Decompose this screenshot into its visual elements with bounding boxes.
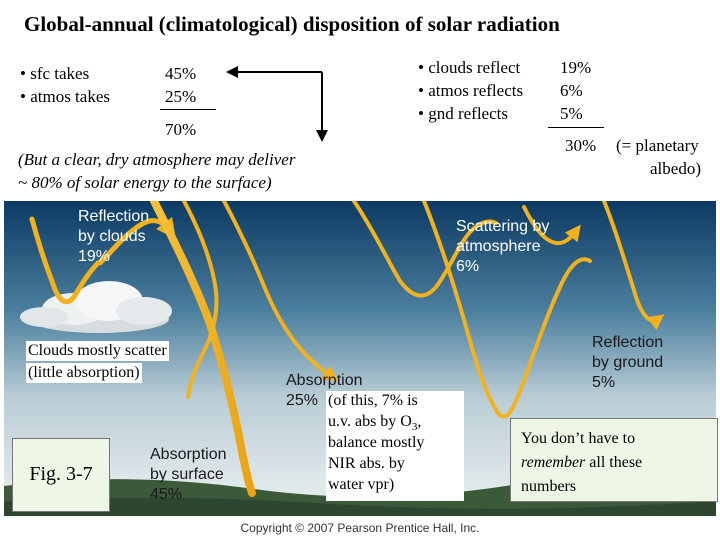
label-surface-absorption-line1: Absorption	[150, 446, 227, 463]
absorption-note-line4: NIR abs. by	[328, 455, 405, 472]
absorption-note-line5: water vpr)	[328, 476, 395, 493]
label-scatter-atmos-value: 6%	[456, 258, 480, 275]
label-scatter-atmos-line1: Scattering by	[456, 218, 550, 235]
label-surface-absorption-line2: by surface	[150, 466, 224, 483]
label-reflection-clouds-line2: by clouds	[78, 228, 146, 245]
reflected-total: 30%	[565, 136, 597, 155]
wave-surface-absorption-2	[182, 201, 219, 399]
absorption-note-line1: (of this, 7% is	[328, 392, 418, 409]
label-absorption-line1: Absorption	[286, 372, 363, 389]
planetary-albedo-note-line2: albedo)	[650, 159, 701, 178]
arrow-ground-reflection	[602, 201, 665, 331]
absorption-note-line3: balance mostly	[328, 434, 425, 451]
atmos-reflects-label: • atmos reflects	[418, 81, 524, 100]
sfc-takes-label: • sfc takes	[20, 64, 90, 83]
wave-ground-reflection	[422, 201, 592, 419]
label-reflection-ground-line1: Reflection	[592, 334, 664, 351]
label-surface-absorption-value: 45%	[150, 486, 183, 503]
sum-rule-right	[548, 127, 604, 128]
clouds-note-line2: (little absorption)	[26, 363, 142, 383]
absorbed-total: 70%	[165, 120, 197, 139]
label-reflection-ground-value: 5%	[592, 374, 616, 391]
atmos-takes-value: 25%	[165, 87, 197, 106]
absorption-note-box: (of this, 7% is u.v. abs by O3, balance …	[326, 391, 464, 501]
figure-label-box: Fig. 3-7	[12, 438, 110, 512]
connector-arrows	[226, 66, 328, 142]
absorption-note-line2-text: u.v. abs by O	[328, 413, 412, 430]
remember-note-line2-rest: all these	[585, 454, 643, 471]
clear-sky-note-line2: ~ 80% of solar energy to the surface)	[18, 173, 272, 192]
arrow-to-right-block	[316, 72, 328, 142]
gnd-reflects-label: • gnd reflects	[418, 104, 508, 123]
absorption-note-ozone-subscript: 3	[411, 421, 418, 434]
atmos-reflects-value: 6%	[560, 81, 583, 100]
arrow-scatter-atmos	[522, 205, 581, 246]
wave-cloud-down	[29, 216, 101, 305]
absorption-note-line2-comma: ,	[417, 413, 422, 430]
wave-surface-absorption	[150, 201, 256, 497]
remember-note-line3: numbers	[521, 478, 577, 495]
arrow-atmos-absorption	[222, 201, 339, 382]
remember-note-emphasis: remember	[521, 454, 586, 471]
figure-label: Fig. 3-7	[29, 463, 93, 485]
label-scatter-atmos-line2: atmosphere	[456, 238, 541, 255]
clear-sky-note-line1: (But a clear, dry atmosphere may deliver	[18, 150, 296, 169]
label-reflection-ground-line2: by ground	[592, 354, 664, 371]
label-absorption-value: 25%	[286, 392, 319, 409]
remember-note-line2: remember all these	[521, 453, 642, 473]
copyright-notice: Copyright © 2007 Pearson Prentice Hall, …	[240, 521, 480, 535]
remember-note-box: You don’t have to remember all these num…	[510, 418, 718, 502]
planetary-albedo-note-line1: (= planetary	[616, 136, 699, 155]
wave-scatter-atmos	[352, 201, 498, 298]
gnd-reflects-value: 5%	[560, 104, 583, 123]
clouds-reflect-label: • clouds reflect	[418, 58, 521, 77]
atmos-takes-label: • atmos takes	[20, 87, 110, 106]
clouds-reflect-value: 19%	[560, 58, 592, 77]
remember-note-line1: You don’t have to	[521, 430, 636, 447]
label-reflection-clouds-line1: Reflection	[78, 208, 150, 225]
arrow-to-left-block	[226, 66, 322, 78]
cloud-icon	[20, 281, 172, 333]
sum-rule-left	[160, 109, 216, 110]
page-title: Global-annual (climatological) dispositi…	[24, 12, 560, 36]
absorption-note-line2: u.v. abs by O3,	[328, 412, 421, 437]
ground-shade	[4, 497, 716, 516]
clouds-note-line1: Clouds mostly scatter	[26, 341, 169, 361]
sfc-takes-value: 45%	[165, 64, 197, 83]
label-reflection-clouds-value: 19%	[78, 248, 111, 265]
